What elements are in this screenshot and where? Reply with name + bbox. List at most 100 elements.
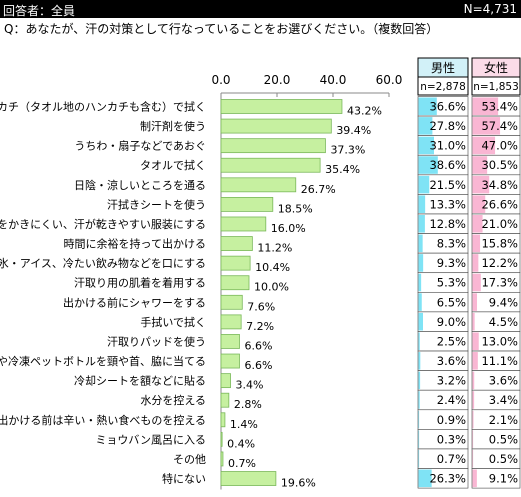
female-bar bbox=[472, 293, 478, 311]
category-label: うちわ・扇子などであおぐ bbox=[74, 139, 206, 153]
female-value-label: 2.1% bbox=[489, 413, 518, 427]
male-bar bbox=[418, 254, 424, 272]
bar-value-label: 11.2% bbox=[257, 242, 292, 255]
female-value-label: 21.0% bbox=[481, 217, 518, 231]
female-cell bbox=[471, 468, 521, 489]
category-label: 制汗剤を使う bbox=[140, 119, 206, 133]
category-label: 汗取り用の肌着を着用する bbox=[74, 276, 206, 290]
female-bar bbox=[472, 469, 477, 488]
male-value-label: 12.8% bbox=[429, 217, 466, 231]
female-value-label: 17.3% bbox=[481, 276, 518, 290]
female-value-label: 47.0% bbox=[481, 139, 518, 153]
bar bbox=[220, 157, 321, 173]
male-bar bbox=[418, 449, 420, 468]
male-bar bbox=[418, 117, 433, 135]
female-bar bbox=[472, 156, 488, 174]
bar bbox=[220, 431, 223, 447]
category-label: 特にない bbox=[162, 472, 206, 486]
bar bbox=[220, 255, 251, 271]
male-value-label: 9.3% bbox=[437, 256, 466, 270]
category-label: 汗取りパッドを使う bbox=[107, 335, 206, 348]
bar-value-label: 16.0% bbox=[271, 222, 306, 235]
category-label: 保冷剤や冷凍ペットボトルを頸や首、脇に当てる bbox=[0, 354, 206, 368]
female-value-label: 53.4% bbox=[481, 100, 518, 114]
bar-value-label: 10.0% bbox=[254, 281, 289, 294]
male-value-label: 0.3% bbox=[437, 432, 466, 446]
bar bbox=[220, 216, 267, 232]
header-bar: 回答者：全員 N=4,731 bbox=[0, 0, 521, 18]
female-bar bbox=[472, 254, 479, 272]
male-value-label: 8.3% bbox=[437, 237, 466, 251]
male-bar bbox=[418, 332, 420, 351]
category-label: かき氷・アイス、冷たい飲み物などを口にする bbox=[0, 256, 206, 270]
bar bbox=[220, 275, 250, 291]
female-bar bbox=[472, 312, 475, 331]
male-bar bbox=[418, 234, 423, 253]
category-label: 水分を控える bbox=[140, 393, 206, 407]
category-label: 汗拭きシートを使う bbox=[107, 197, 206, 211]
bar bbox=[220, 353, 240, 369]
female-bar bbox=[472, 430, 474, 448]
x-tick-label: 20.0 bbox=[264, 73, 291, 87]
female-bar bbox=[472, 136, 496, 155]
male-value-label: 13.3% bbox=[429, 197, 466, 211]
bar bbox=[220, 236, 253, 251]
bar bbox=[220, 196, 274, 212]
female-value-label: 26.6% bbox=[481, 197, 518, 211]
bar bbox=[220, 118, 332, 134]
bar bbox=[220, 314, 242, 330]
male-value-label: 0.9% bbox=[437, 413, 466, 427]
male-value-label: 3.2% bbox=[437, 374, 466, 388]
bar bbox=[220, 177, 297, 193]
bar bbox=[220, 373, 231, 389]
bar-value-label: 7.6% bbox=[247, 300, 275, 313]
male-value-label: 0.7% bbox=[437, 452, 466, 466]
female-bar bbox=[472, 332, 479, 351]
bar bbox=[220, 451, 224, 467]
male-bar bbox=[418, 97, 437, 116]
male-n-label: n=2,878 bbox=[420, 81, 466, 93]
female-bar bbox=[472, 117, 501, 135]
female-bar bbox=[472, 214, 483, 233]
female-value-label: 9.1% bbox=[489, 472, 518, 486]
male-value-label: 26.3% bbox=[429, 472, 466, 486]
male-value-label: 9.0% bbox=[437, 315, 466, 329]
female-value-label: 9.4% bbox=[489, 295, 518, 309]
category-label: 汗をかきにくい、汗が乾きやすい服装にする bbox=[0, 217, 206, 231]
male-value-label: 36.6% bbox=[429, 100, 466, 114]
male-value-label: 2.5% bbox=[437, 334, 466, 348]
female-value-label: 30.5% bbox=[481, 158, 518, 172]
female-value-label: 15.8% bbox=[481, 237, 518, 251]
male-bar bbox=[418, 312, 423, 331]
bar-value-label: 39.4% bbox=[336, 124, 371, 137]
category-label: 手拭いで拭く bbox=[140, 315, 206, 329]
female-bar bbox=[472, 97, 499, 116]
female-n-cell bbox=[471, 76, 521, 96]
bar bbox=[220, 99, 343, 114]
male-bar bbox=[418, 156, 438, 174]
male-bar bbox=[418, 352, 421, 370]
bar bbox=[220, 334, 240, 349]
male-bar bbox=[418, 175, 430, 194]
bar bbox=[220, 392, 230, 408]
bar bbox=[220, 412, 226, 428]
bar-value-label: 43.2% bbox=[347, 105, 382, 118]
male-value-label: 2.4% bbox=[437, 393, 466, 407]
male-value-label: 27.8% bbox=[429, 119, 466, 133]
category-label: 日陰・涼しいところを通る bbox=[74, 178, 206, 192]
female-bar bbox=[472, 371, 475, 390]
female-value-label: 3.4% bbox=[489, 393, 518, 407]
category-label: 出かける前は辛い・熱い食べものを控える bbox=[0, 413, 206, 427]
bar-value-label: 1.4% bbox=[230, 418, 258, 431]
bar bbox=[220, 138, 326, 154]
female-value-label: 57.4% bbox=[481, 119, 518, 133]
bar bbox=[220, 294, 243, 310]
category-label: 出かける前にシャワーをする bbox=[63, 295, 206, 309]
male-bar bbox=[418, 195, 426, 213]
bar-value-label: 6.6% bbox=[244, 339, 272, 352]
female-value-label: 3.6% bbox=[489, 374, 518, 388]
female-bar bbox=[472, 195, 486, 213]
bar-value-label: 35.4% bbox=[325, 163, 360, 176]
female-bar bbox=[472, 352, 478, 370]
female-bar bbox=[472, 273, 481, 292]
